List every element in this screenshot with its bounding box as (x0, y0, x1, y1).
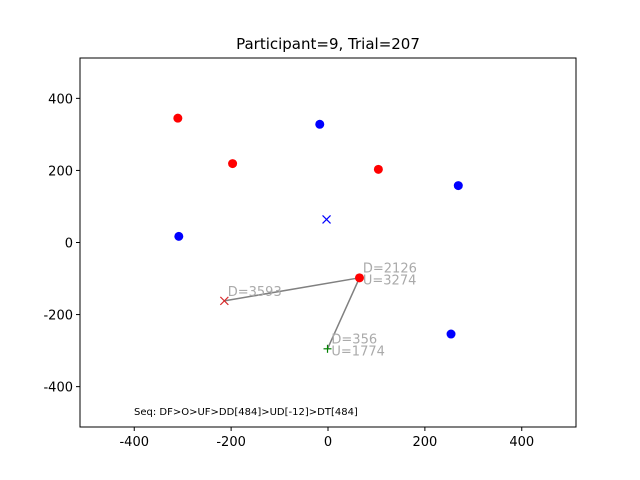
blue-point (453, 181, 463, 191)
chart-title: Participant=9, Trial=207 (236, 35, 420, 53)
red-point (354, 273, 364, 283)
blue-x-marker (322, 215, 331, 224)
y-tick-label: -400 (43, 381, 73, 396)
y-tick-label: 200 (48, 164, 73, 179)
x-tick-label: 400 (509, 435, 534, 450)
red-point (228, 159, 238, 169)
red-point (373, 164, 383, 174)
blue-point (446, 329, 456, 339)
green-plus-marker (323, 344, 332, 353)
y-tick-label: 400 (48, 92, 73, 107)
distance-annotation: D=3593 (228, 285, 282, 300)
distance-annotation: D=356 (331, 333, 377, 348)
sequence-footnote: Seq: DF>O>UF>DD[484]>UD[-12]>DT[484] (134, 407, 358, 418)
distance-annotation: U=3274 (363, 274, 417, 289)
distance-annotation: D=2126 (363, 262, 417, 277)
distance-annotation: U=1774 (331, 345, 385, 360)
y-tick-label: 0 (65, 237, 73, 252)
x-tick-label: -200 (216, 435, 246, 450)
plot-frame (79, 57, 577, 428)
x-tick-label: 200 (412, 435, 437, 450)
red-point (173, 113, 183, 123)
x-tick-label: -400 (119, 435, 149, 450)
x-tick-label: 0 (324, 435, 332, 450)
blue-point (174, 231, 184, 241)
y-tick-label: -200 (43, 309, 73, 324)
blue-point (315, 119, 325, 129)
red-x-marker (219, 296, 229, 306)
